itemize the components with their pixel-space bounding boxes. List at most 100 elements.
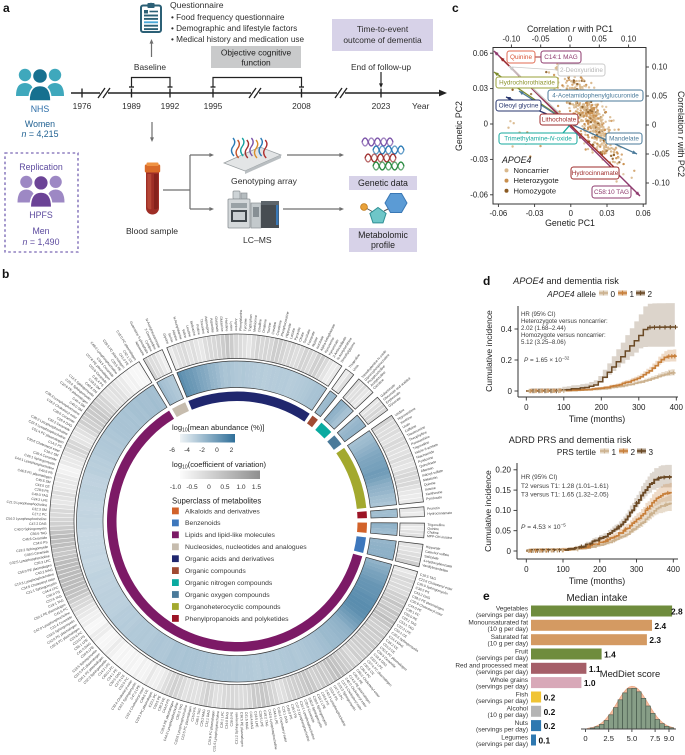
svg-text:function: function: [241, 58, 271, 68]
svg-text:C45:4 Cholesteryl ester: C45:4 Cholesteryl ester: [276, 707, 288, 743]
svg-text:P = 1.65 × 10−32: P = 1.65 × 10−32: [524, 356, 570, 365]
svg-text:Fruit: Fruit: [515, 648, 528, 655]
svg-text:Genotyping array: Genotyping array: [231, 176, 298, 186]
svg-text:0.10: 0.10: [495, 506, 511, 515]
svg-text:C23:1 PC: C23:1 PC: [148, 693, 158, 709]
svg-text:PRS tertile: PRS tertile: [557, 448, 597, 457]
svg-text:Xanthine: Xanthine: [399, 415, 413, 425]
svg-text:C31:2 Sphingomyelin: C31:2 Sphingomyelin: [235, 712, 239, 744]
svg-text:Glutamine: Glutamine: [219, 316, 224, 332]
svg-text:1995: 1995: [204, 101, 223, 111]
svg-text:Asparagine: Asparagine: [204, 316, 211, 334]
svg-text:0: 0: [207, 484, 211, 491]
svg-text:0: 0: [507, 547, 512, 556]
svg-text:(10 g per day): (10 g per day): [488, 712, 528, 719]
svg-text:Baseline: Baseline: [134, 62, 166, 72]
svg-text:9.0: 9.0: [664, 734, 675, 743]
svg-text:Lactate: Lactate: [289, 327, 296, 339]
svg-text:C28:6 PE: C28:6 PE: [34, 487, 50, 493]
svg-text:(servings per day): (servings per day): [476, 741, 528, 748]
svg-text:Tryptophan: Tryptophan: [248, 314, 253, 331]
svg-text:Correlation r with PC1: Correlation r with PC1: [527, 24, 613, 34]
svg-text:0.05: 0.05: [495, 527, 511, 536]
svg-text:-0.10: -0.10: [652, 179, 670, 188]
svg-text:C56:6 TAG: C56:6 TAG: [30, 531, 47, 536]
svg-text:0: 0: [568, 35, 573, 44]
svg-text:400: 400: [670, 403, 684, 412]
svg-text:300: 300: [632, 403, 646, 412]
svg-text:C26:1 LPC: C26:1 LPC: [220, 711, 225, 728]
svg-text:-0.05: -0.05: [532, 35, 550, 44]
svg-text:Noncarrier: Noncarrier: [514, 166, 550, 175]
svg-text:Alanine: Alanine: [171, 329, 178, 341]
svg-text:C28:0 PS: C28:0 PS: [230, 711, 234, 726]
svg-text:0: 0: [652, 121, 657, 130]
svg-text:Niacinamide: Niacinamide: [416, 450, 435, 460]
svg-text:2-Deoxyuridine: 2-Deoxyuridine: [560, 67, 603, 74]
svg-text:Quinine: Quinine: [510, 54, 532, 61]
svg-text:C27:2 PC: C27:2 PC: [32, 512, 47, 517]
svg-text:Pyridoxate: Pyridoxate: [426, 495, 442, 501]
svg-text:C19:2 TAG: C19:2 TAG: [263, 710, 269, 727]
svg-text:C34:0 PS: C34:0 PS: [33, 540, 49, 546]
svg-text:4-Acetamidophenylglucuronide: 4-Acetamidophenylglucuronide: [552, 93, 639, 100]
svg-text:C32:5 Lysophosphocholine: C32:5 Lysophosphocholine: [9, 554, 50, 565]
svg-text:Threonine: Threonine: [199, 319, 206, 335]
svg-text:Cumulative incidence: Cumulative incidence: [484, 310, 494, 392]
svg-text:Ornithine: Ornithine: [262, 319, 268, 333]
svg-text:C39:3 PE: C39:3 PE: [157, 696, 167, 712]
svg-text:C41:5 PC: C41:5 PC: [54, 606, 69, 617]
svg-text:Pyridoxine: Pyridoxine: [417, 455, 433, 464]
svg-text:T3 versus T1: 1.65 (1.32–2.05): T3 versus T1: 1.65 (1.32–2.05): [521, 492, 609, 499]
svg-text:C35:2 PS: C35:2 PS: [290, 703, 298, 719]
svg-text:C32:1 DAG: C32:1 DAG: [204, 709, 211, 727]
svg-text:Mandelate: Mandelate: [609, 136, 639, 143]
svg-text:1989: 1989: [122, 101, 141, 111]
svg-text:T2 versus T1: 1.28 (1.01–1.61): T2 versus T1: 1.28 (1.01–1.61): [521, 483, 609, 490]
svg-text:Women: Women: [25, 119, 55, 129]
svg-text:1.4: 1.4: [604, 650, 616, 660]
svg-text:Organic acids and derivatives: Organic acids and derivatives: [185, 556, 275, 563]
svg-text:2: 2: [648, 290, 653, 299]
svg-text:Creatine: Creatine: [271, 321, 277, 334]
svg-text:C49:6 CE: C49:6 CE: [139, 688, 150, 704]
svg-text:2.8: 2.8: [671, 607, 683, 617]
svg-text:C50:2 TAG: C50:2 TAG: [175, 703, 184, 720]
svg-text:0: 0: [508, 387, 513, 396]
svg-text:2008: 2008: [292, 101, 311, 111]
svg-text:C42:6 Lysophosphocholine: C42:6 Lysophosphocholine: [267, 709, 278, 750]
svg-text:C19:2 Sphingomyelin: C19:2 Sphingomyelin: [16, 545, 49, 553]
svg-text:Theophylline: Theophylline: [408, 430, 427, 442]
svg-text:C43:0 CE: C43:0 CE: [35, 482, 51, 489]
svg-text:Hydrochlorothiazide: Hydrochlorothiazide: [499, 80, 555, 87]
svg-text:Choline: Choline: [427, 530, 439, 535]
svg-text:Aspartate: Aspartate: [209, 318, 215, 333]
svg-text:Valine: Valine: [181, 329, 187, 339]
svg-text:100: 100: [556, 565, 570, 574]
svg-text:C46:5 PC plasmalogen: C46:5 PC plasmalogen: [17, 468, 52, 480]
svg-text:C44:4 MAG: C44:4 MAG: [249, 711, 254, 729]
svg-text:End of follow-up: End of follow-up: [351, 62, 411, 72]
svg-text:Nuts: Nuts: [515, 720, 529, 727]
svg-text:Trimethylamine-N-oxide: Trimethylamine-N-oxide: [504, 136, 572, 143]
svg-text:Heterozygote: Heterozygote: [514, 176, 559, 185]
svg-text:Quinine: Quinine: [427, 527, 439, 531]
svg-text:1: 1: [630, 290, 635, 299]
svg-text:-0.5: -0.5: [186, 484, 198, 491]
svg-text:Time (months): Time (months): [569, 414, 625, 424]
svg-text:Quinolinate: Quinolinate: [419, 460, 437, 469]
svg-text:Legumes: Legumes: [501, 734, 528, 741]
svg-text:200: 200: [595, 403, 609, 412]
svg-text:C36:1 PC: C36:1 PC: [405, 607, 420, 618]
svg-text:LC–MS: LC–MS: [243, 235, 272, 245]
svg-text:1.1: 1.1: [589, 664, 601, 674]
svg-text:2023: 2023: [372, 101, 391, 111]
svg-text:C18:2 SM: C18:2 SM: [43, 449, 59, 458]
svg-text:0: 0: [524, 565, 529, 574]
svg-text:-0.03: -0.03: [526, 209, 544, 218]
svg-text:C25:2 MAG: C25:2 MAG: [199, 708, 206, 726]
svg-text:C40:0 Sphingomyelin: C40:0 Sphingomyelin: [14, 526, 46, 531]
svg-text:-0.06: -0.06: [490, 209, 508, 218]
svg-text:Replication: Replication: [19, 162, 63, 172]
svg-text:Histidine: Histidine: [224, 318, 229, 331]
